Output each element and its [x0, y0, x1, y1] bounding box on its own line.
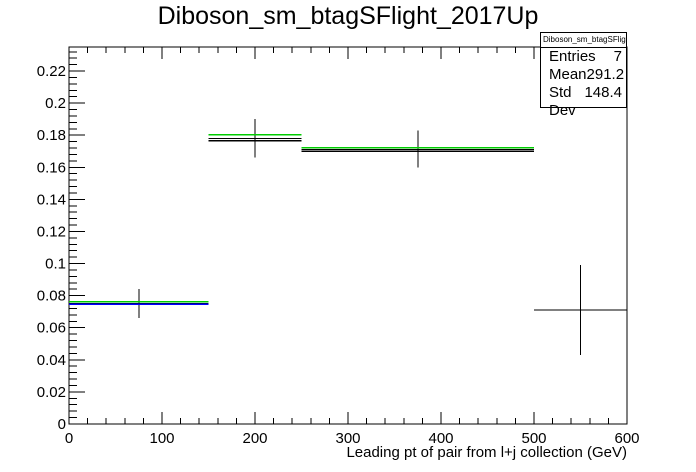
stats-box: Diboson_sm_btagSFlight_2017Up Entries 7 …	[540, 32, 627, 119]
stats-row-entries: Entries 7	[541, 48, 626, 66]
stddev-value: 148.4	[584, 84, 622, 101]
x-tick-label: 600	[614, 430, 639, 447]
y-tick-label: 0.18	[37, 127, 66, 144]
x-tick-label: 400	[428, 430, 453, 447]
y-tick-label: 0.22	[37, 63, 66, 80]
y-tick-label: 0.04	[37, 352, 66, 369]
chart-title: Diboson_sm_btagSFlight_2017Up	[157, 2, 539, 30]
y-tick-label: 0.12	[37, 223, 66, 240]
mean-value: 291.2	[586, 66, 625, 83]
x-axis-label: Leading pt of pair from l+j collection (…	[346, 444, 627, 461]
stats-row-stddev: Std Dev 148.4	[541, 84, 626, 119]
y-tick-label: 0.06	[37, 320, 66, 337]
x-tick-label: 200	[242, 430, 267, 447]
stddev-label: Std Dev	[549, 84, 576, 119]
x-tick-label: 100	[149, 430, 174, 447]
entries-value: 7	[613, 48, 622, 65]
entries-label: Entries	[549, 48, 596, 65]
x-tick-label: 500	[521, 430, 546, 447]
y-tick-label: 0	[58, 416, 66, 433]
x-tick-label: 300	[335, 430, 360, 447]
y-tick-label: 0.14	[37, 191, 66, 208]
y-tick-label: 0.02	[37, 384, 66, 401]
mean-label: Mean	[549, 66, 587, 83]
y-tick-label: 0.1	[45, 256, 66, 273]
x-tick-label: 0	[65, 430, 73, 447]
stats-row-mean: Mean 291.2	[541, 66, 626, 84]
stats-box-title: Diboson_sm_btagSFlight_2017Up	[541, 33, 626, 48]
y-tick-label: 0.16	[37, 159, 66, 176]
y-tick-label: 0.08	[37, 288, 66, 305]
y-tick-label: 0.2	[45, 95, 66, 112]
